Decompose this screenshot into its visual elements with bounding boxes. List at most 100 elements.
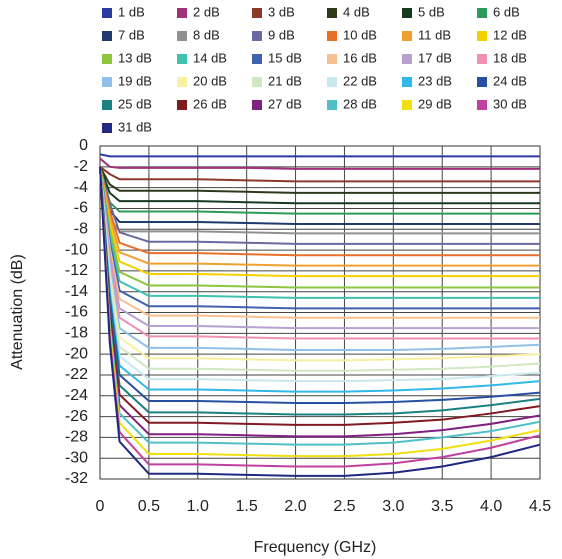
legend-swatch: [102, 123, 112, 133]
legend-label: 7 dB: [118, 27, 145, 42]
legend-label: 6 dB: [493, 4, 520, 19]
series-line: [99, 166, 541, 405]
x-tick-label: 3.0: [382, 498, 404, 515]
y-tick-label: -2: [74, 158, 88, 175]
legend-label: 23 dB: [418, 73, 452, 88]
legend-label: 12 dB: [493, 27, 527, 42]
legend-label: 11 dB: [418, 27, 451, 42]
series-line: [99, 166, 541, 372]
series-line: [99, 166, 541, 393]
series-line: [99, 166, 541, 351]
x-axis-label: Frequency (GHz): [254, 539, 377, 556]
legend-label: 28 dB: [343, 96, 377, 111]
x-tick-label: 2.0: [284, 498, 306, 515]
series-line: [99, 166, 540, 278]
series-line: [99, 157, 540, 170]
legend-label: 27 dB: [268, 96, 302, 111]
legend-swatch: [327, 54, 337, 64]
legend-label: 25 dB: [118, 96, 152, 111]
legend-swatch: [477, 77, 487, 87]
legend-swatch: [327, 31, 337, 41]
legend-label: 21 dB: [268, 73, 302, 88]
y-tick-label: -10: [65, 241, 88, 258]
y-tick-label: -28: [65, 429, 88, 446]
legend-label: 22 dB: [343, 73, 377, 88]
series-line: [99, 166, 541, 383]
series-line: [99, 166, 540, 183]
x-tick-label: 4.5: [529, 498, 551, 515]
y-tick-label: 0: [79, 137, 88, 154]
y-tick-label: -4: [74, 179, 88, 196]
x-tick-label: 3.5: [431, 498, 453, 515]
legend-swatch: [327, 8, 337, 18]
series-line: [99, 166, 540, 226]
legend-swatch: [102, 8, 112, 18]
legend-swatch: [177, 54, 187, 64]
series-line: [99, 166, 540, 267]
legend-swatch: [177, 8, 187, 18]
legend-label: 20 dB: [193, 73, 227, 88]
x-tick-label: 4.0: [480, 498, 502, 515]
series-line: [99, 166, 540, 194]
series-line: [99, 166, 540, 289]
legend-swatch: [327, 100, 337, 110]
y-tick-label: -12: [65, 262, 88, 279]
y-tick-label: -6: [74, 200, 88, 217]
y-tick-label: -18: [65, 325, 88, 342]
series-line: [99, 166, 540, 215]
legend-label: 4 dB: [343, 4, 370, 19]
legend-swatch: [102, 54, 112, 64]
legend-swatch: [102, 77, 112, 87]
legend-swatch: [252, 31, 262, 41]
legend-swatch: [252, 8, 262, 18]
series-line: [99, 166, 540, 319]
legend-label: 16 dB: [343, 50, 377, 65]
plot-border: [99, 145, 541, 480]
series-line: [99, 166, 541, 362]
legend-label: 1 dB: [118, 4, 145, 19]
legend-label: 3 dB: [268, 4, 295, 19]
legend-label: 8 dB: [193, 27, 220, 42]
y-tick-label: -8: [74, 220, 88, 237]
legend-label: 30 dB: [493, 96, 527, 111]
legend-swatch: [402, 31, 412, 41]
legend-label: 19 dB: [118, 73, 152, 88]
y-axis-label: Attenuation (dB): [9, 254, 26, 370]
x-tick-label: 0: [96, 498, 105, 515]
y-tick-label: -16: [65, 304, 88, 321]
series-line: [99, 153, 540, 158]
legend-label: 10 dB: [343, 27, 377, 42]
legend-swatch: [252, 77, 262, 87]
y-tick-label: -22: [65, 366, 88, 383]
legend-swatch: [252, 54, 262, 64]
legend-swatch: [177, 31, 187, 41]
series-line: [99, 166, 540, 257]
legend-swatch: [477, 31, 487, 41]
legend-swatch: [102, 31, 112, 41]
series-line: [99, 166, 541, 426]
y-tick-label: -14: [65, 283, 88, 300]
legend-swatch: [477, 8, 487, 18]
legend-label: 13 dB: [118, 50, 152, 65]
legend-label: 2 dB: [193, 4, 220, 19]
y-tick-label: -32: [65, 470, 88, 487]
series-line: [99, 166, 540, 299]
y-tick-label: -30: [65, 449, 88, 466]
y-tick-label: -26: [65, 408, 88, 425]
series-line: [99, 166, 541, 416]
legend-label: 14 dB: [193, 50, 227, 65]
legend-label: 15 dB: [268, 50, 302, 65]
legend-label: 24 dB: [493, 73, 527, 88]
legend-label: 5 dB: [418, 4, 445, 19]
legend-swatch: [252, 100, 262, 110]
legend-swatch: [327, 77, 337, 87]
legend-label: 9 dB: [268, 27, 295, 42]
legend-swatch: [402, 77, 412, 87]
legend-swatch: [477, 100, 487, 110]
legend-swatch: [477, 54, 487, 64]
legend-label: 31 dB: [118, 119, 152, 134]
series-line: [99, 166, 540, 330]
x-tick-label: 1.0: [187, 498, 209, 515]
x-tick-label: 0.5: [138, 498, 160, 515]
